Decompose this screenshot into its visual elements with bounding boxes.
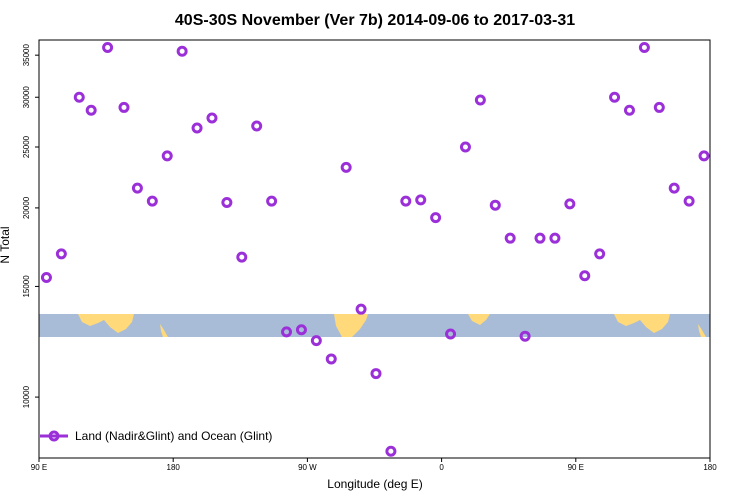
data-point <box>638 41 650 53</box>
data-point <box>370 368 382 380</box>
data-point <box>698 150 710 162</box>
x-tick-label: 90 E <box>568 463 584 472</box>
data-point <box>40 271 52 283</box>
data-point <box>459 141 471 153</box>
chart-title: 40S-30S November (Ver 7b) 2014-09-06 to … <box>175 12 575 29</box>
legend-entry: Land (Nadir&Glint) and Ocean (Glint) <box>75 429 272 443</box>
land-newzealand-1 <box>160 324 168 337</box>
data-point <box>564 198 576 210</box>
data-point <box>102 41 114 53</box>
data-point <box>474 94 486 106</box>
data-point <box>549 232 561 244</box>
data-point <box>176 45 188 57</box>
x-tick-label: 90 E <box>31 463 47 472</box>
data-point <box>415 194 427 206</box>
data-point <box>281 326 293 338</box>
data-point <box>430 212 442 224</box>
data-point <box>400 195 412 207</box>
x-tick-label: 0 <box>439 463 444 472</box>
data-point <box>118 101 130 113</box>
data-point <box>579 270 591 282</box>
data-point <box>668 182 680 194</box>
data-point <box>131 182 143 194</box>
data-point <box>623 104 635 116</box>
data-point <box>310 335 322 347</box>
y-tick-label: 20000 <box>22 196 31 219</box>
data-point <box>534 232 546 244</box>
data-point <box>340 161 352 173</box>
data-point <box>191 122 203 134</box>
y-axis: 10000 15000 20000 25000 30000 35000 <box>22 43 39 408</box>
y-tick-label: 25000 <box>22 135 31 158</box>
x-tick-label: 180 <box>167 463 181 472</box>
plot-frame <box>38 39 711 459</box>
data-point <box>221 197 233 209</box>
y-tick-label: 35000 <box>22 43 31 66</box>
ocean-band <box>39 314 710 337</box>
land-australia-2 <box>614 314 670 333</box>
x-tick-label: 90 W <box>298 463 317 472</box>
data-point <box>266 195 278 207</box>
legend: Land (Nadir&Glint) and Ocean (Glint) <box>40 429 272 443</box>
data-point <box>445 328 457 340</box>
data-point <box>355 303 367 315</box>
world-map-band <box>39 314 710 337</box>
data-point <box>594 248 606 260</box>
y-axis-label: N Total <box>0 226 12 263</box>
data-point <box>73 91 85 103</box>
x-tick-label: 180 <box>703 463 717 472</box>
legend-marker <box>48 430 60 442</box>
data-point <box>489 199 501 211</box>
land-south-america <box>334 314 368 337</box>
data-point <box>653 101 665 113</box>
x-axis-label: Longitude (deg E) <box>327 477 422 491</box>
data-point <box>385 445 397 457</box>
data-point <box>206 112 218 124</box>
data-point <box>251 120 263 132</box>
x-axis: 90 E 180 90 W 0 90 E 180 <box>31 458 717 472</box>
y-tick-label: 15000 <box>22 275 31 298</box>
data-point <box>146 195 158 207</box>
data-point <box>325 353 337 365</box>
land-newzealand-2 <box>698 324 706 337</box>
data-point <box>504 232 516 244</box>
data-point <box>609 91 621 103</box>
y-tick-label: 10000 <box>22 385 31 408</box>
data-point <box>236 251 248 263</box>
land-australia-1 <box>78 314 134 333</box>
land-africa <box>468 314 490 325</box>
data-point <box>519 330 531 342</box>
y-tick-label: 30000 <box>22 86 31 109</box>
data-points <box>40 41 710 457</box>
data-point <box>683 195 695 207</box>
data-point <box>161 150 173 162</box>
data-point <box>85 104 97 116</box>
data-point <box>295 324 307 336</box>
data-point <box>55 248 67 260</box>
